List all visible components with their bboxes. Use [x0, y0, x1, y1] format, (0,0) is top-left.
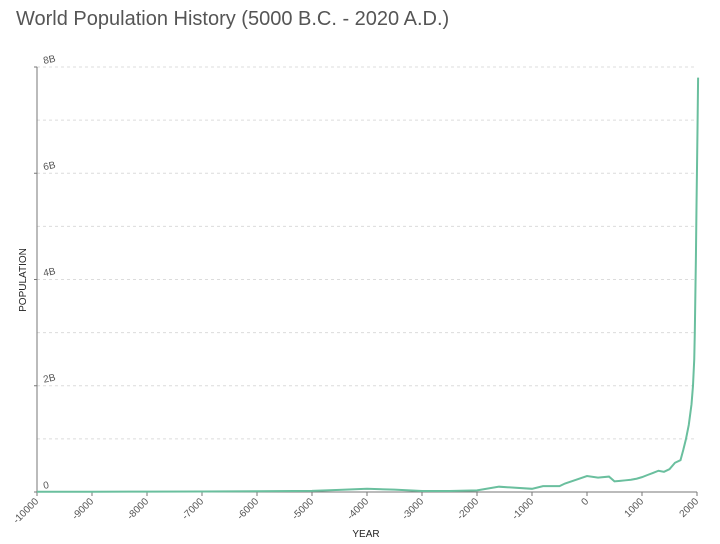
x-tick-label: -7000 [180, 496, 206, 522]
y-axis-label: POPULATION [18, 248, 29, 312]
y-tick-label: 6B [42, 160, 57, 173]
x-tick-label: -2000 [455, 496, 481, 522]
population-series-line [36, 77, 700, 493]
x-tick-label: 2000 [678, 496, 702, 520]
x-tick-label: 0 [579, 496, 591, 508]
x-tick-label: -6000 [235, 496, 261, 522]
grid-lines [37, 66, 697, 440]
x-tick-label: -8000 [125, 496, 151, 522]
x-axis-label: YEAR [352, 529, 379, 540]
y-tick-label: 2B [42, 372, 57, 385]
x-tick-label: -10000 [11, 496, 41, 526]
x-axis-ticks: -10000 -9000 -8000 -7000 -6000 -5000 -4000 -300… [11, 492, 701, 526]
x-tick-label: -4000 [345, 496, 371, 522]
y-tick-label: 4B [42, 266, 57, 279]
y-axis-ticks: 0 2B 4B 6B 8B [34, 54, 57, 493]
x-tick-label: -5000 [290, 496, 316, 522]
x-tick-label: -1000 [510, 496, 536, 522]
x-tick-label: -3000 [400, 496, 426, 522]
x-tick-label: 1000 [623, 496, 647, 520]
chart-title: World Population History (5000 B.C. - 20… [16, 8, 450, 30]
y-tick-label: 0 [42, 480, 50, 492]
y-tick-label: 8B [42, 54, 57, 67]
x-tick-label: -9000 [70, 496, 96, 522]
